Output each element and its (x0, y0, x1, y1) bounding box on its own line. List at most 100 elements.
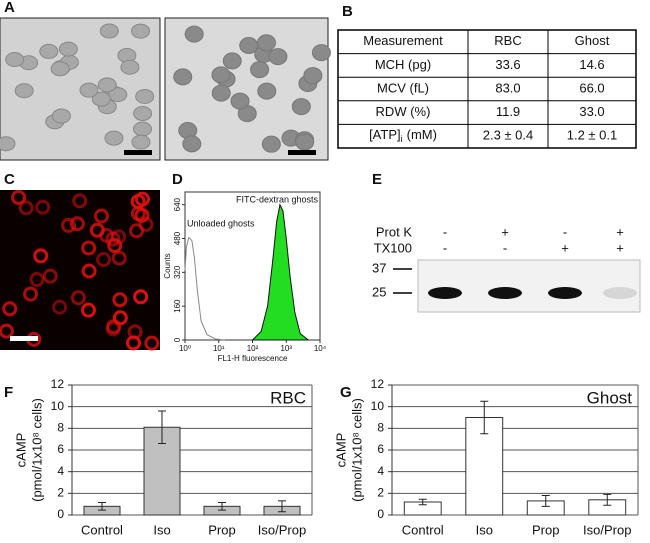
x-tick-label: 10⁴ (314, 344, 327, 353)
table-cell: 14.6 (579, 57, 604, 72)
table-header: RBC (494, 33, 521, 48)
y-axis-label: cAMP (333, 433, 348, 468)
error-bar (480, 400, 489, 435)
x-tick-label: Control (81, 522, 123, 537)
cell (0, 136, 16, 152)
cell (58, 41, 78, 57)
x-tick-label: 10⁰ (179, 344, 191, 353)
annotation: Ghost (587, 388, 633, 407)
cell (79, 82, 99, 98)
table-cell: 11.9 (496, 104, 520, 119)
table-cell: 33.0 (579, 104, 604, 119)
loaded-ghost (35, 199, 51, 215)
y-tick-label: 2 (377, 486, 384, 500)
cell (131, 23, 151, 39)
y-tick-label: 4 (377, 464, 384, 478)
loaded-ghost (93, 208, 109, 224)
loaded-ghost (112, 292, 128, 308)
distribution (251, 203, 310, 341)
loaded-ghost (111, 250, 127, 266)
ghost-cell (268, 48, 288, 66)
ghost-cell (311, 44, 331, 62)
blot-mark: - (443, 240, 447, 255)
cell (133, 121, 153, 137)
cell-unit: (mM) (407, 128, 437, 143)
loaded-ghost (144, 335, 160, 351)
table-cell: 2.3 ± 0.4 (483, 128, 534, 143)
blot-row-label: Prot K (376, 224, 412, 239)
ghost-cell (222, 52, 242, 70)
error-bar (98, 502, 106, 511)
y-tick-label: 0 (173, 337, 182, 342)
cell (51, 108, 71, 124)
blot-mark: + (561, 240, 569, 255)
table-border (337, 29, 637, 149)
cell (133, 106, 153, 122)
scale-bar (288, 150, 316, 155)
y-tick-label: 0 (57, 507, 64, 521)
x-tick-label: Iso/Prop (583, 522, 631, 537)
x-tick-label: 10¹ (213, 344, 225, 353)
loaded-ghost (11, 189, 27, 205)
cell (50, 61, 70, 77)
panel-label: D (172, 171, 183, 188)
x-tick-label: 10³ (280, 344, 292, 353)
ghost-cell (303, 67, 323, 85)
table-cell: 1.2 ± 0.1 (567, 128, 618, 143)
x-tick-label: Prop (208, 522, 235, 537)
y-tick-label: 480 (173, 231, 182, 245)
scale-bar (10, 336, 38, 341)
y-tick-label: 160 (173, 299, 182, 313)
x-tick-label: Control (402, 522, 444, 537)
ghost-cell (257, 82, 277, 100)
ghost-cell (182, 135, 202, 153)
error-bar (541, 495, 550, 507)
x-tick-label: Iso/Prop (258, 522, 306, 537)
y-tick-label: 640 (173, 197, 182, 211)
loaded-ghost (23, 286, 39, 302)
table-cell: MCH (pg) (375, 57, 431, 72)
y-tick-label: 2 (57, 486, 64, 500)
mw-marker: 37 (372, 260, 386, 275)
blot-membrane (417, 259, 641, 313)
cells (0, 23, 331, 351)
cell-subscript: i (401, 135, 403, 145)
panel-label: G (340, 384, 352, 401)
table-cell: 66.0 (579, 80, 604, 95)
cell (99, 23, 119, 39)
loaded-ghost (0, 323, 14, 339)
y-tick-label: 10 (371, 399, 385, 413)
blot-mark: + (616, 224, 624, 239)
blot-mark: + (616, 240, 624, 255)
ghost-cell (211, 66, 231, 84)
ghost-cell (261, 135, 281, 153)
error-bar (218, 502, 226, 511)
panel-label: B (342, 3, 353, 20)
x-axis-label: FL1-H fluorescence (218, 354, 288, 363)
cell (5, 52, 25, 68)
cell (131, 134, 151, 150)
loaded-ghost (42, 268, 58, 284)
table-cell: 83.0 (495, 80, 520, 95)
panel-label: A (4, 0, 15, 16)
loaded-ghost (81, 240, 97, 256)
loaded-ghost (81, 263, 97, 279)
table-cell: [ATP]i (mM) (369, 128, 437, 145)
annotation: RBC (270, 388, 306, 407)
blot-band (603, 287, 637, 299)
blot-row-label: TX100 (374, 240, 412, 255)
panel-label: F (4, 384, 13, 401)
y-tick-label: 4 (57, 464, 64, 478)
loaded-ghost (61, 217, 77, 233)
ghost-cell (291, 98, 311, 116)
cell (104, 130, 124, 146)
loaded-ghost (138, 216, 154, 232)
blot-mark: - (443, 224, 447, 239)
y-tick-label: 320 (173, 265, 182, 279)
loaded-ghost (18, 200, 34, 216)
loaded-ghost (2, 301, 18, 317)
annotation: FITC-dextran ghosts (236, 194, 319, 204)
y-tick-label: 6 (57, 442, 64, 456)
ghost-cell (295, 133, 315, 151)
